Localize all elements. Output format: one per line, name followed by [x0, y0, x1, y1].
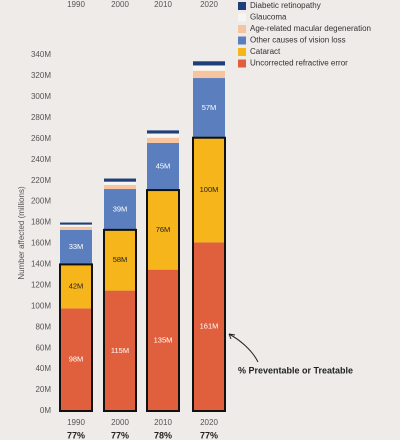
value-label: 45M [156, 161, 171, 170]
value-label: 161M [200, 322, 219, 331]
bar-segment [60, 222, 92, 225]
y-tick-label: 180M [31, 218, 51, 227]
legend-label: Other causes of vision loss [250, 36, 346, 45]
bar-segment [104, 178, 136, 182]
y-tick-label: 280M [31, 113, 51, 122]
preventable-label: 77% [200, 430, 218, 440]
legend-label: Glaucoma [250, 13, 287, 22]
y-tick-label: 240M [31, 155, 51, 164]
preventable-outline [192, 136, 226, 412]
y-tick-label: 340M [31, 50, 51, 59]
y-tick-label: 60M [35, 343, 51, 352]
bar-segment [193, 70, 225, 79]
preventable-outline [146, 189, 180, 412]
bar-segment [193, 78, 225, 138]
value-label: 57M [202, 103, 217, 112]
y-tick-label: 20M [35, 385, 51, 394]
legend-label: Uncorrected refractive error [250, 59, 348, 68]
legend-label: Diabetic retinopathy [250, 1, 321, 10]
arrow-head [228, 333, 236, 340]
legend-label: Age-related macular degeneration [250, 24, 371, 33]
legend-swatch [238, 13, 246, 22]
x-tick-label: 1990 [67, 0, 85, 9]
y-axis-label: Number affected (millions) [17, 186, 26, 280]
bar-segment [104, 290, 136, 411]
y-tick-label: 200M [31, 197, 51, 206]
bar-segment [60, 226, 92, 230]
legend-swatch [238, 2, 246, 10]
y-tick-label: 160M [31, 239, 51, 248]
bar-segment [147, 137, 179, 143]
preventable-label: 78% [154, 430, 172, 440]
bar-segment [193, 242, 225, 411]
value-label: 58M [113, 255, 128, 264]
x-tick-label: 2020 [200, 0, 218, 9]
bar-segment [147, 142, 179, 191]
x-tick-label: 2000 [111, 418, 129, 427]
value-label: 115M [111, 346, 129, 355]
bar-segment [104, 181, 136, 185]
bar-segment [193, 65, 225, 71]
annotation-arrow [228, 333, 259, 363]
value-label: 100M [200, 185, 219, 194]
y-tick-label: 320M [31, 71, 51, 80]
value-label: 33M [69, 242, 84, 251]
value-label: 76M [156, 225, 171, 234]
preventable-label: 77% [111, 430, 129, 440]
x-tick-label: 2020 [200, 418, 218, 427]
bar-segment [60, 308, 92, 411]
y-tick-label: 120M [31, 280, 51, 289]
bar-segment [147, 133, 179, 138]
value-label: 98M [69, 355, 84, 364]
bar-segment [104, 229, 136, 291]
legend-swatch [238, 59, 246, 68]
y-tick-label: 0M [40, 406, 51, 415]
bar-segment [60, 264, 92, 309]
y-tick-label: 220M [31, 176, 51, 185]
y-tick-label: 140M [31, 260, 51, 269]
bar-segment [147, 130, 179, 134]
bar-segment [193, 137, 225, 243]
preventable-label: 77% [67, 430, 85, 440]
bar-segment [104, 184, 136, 190]
bar-segment [147, 190, 179, 270]
value-label: 39M [113, 204, 128, 213]
y-tick-label: 300M [31, 92, 51, 101]
y-tick-label: 80M [35, 322, 51, 331]
y-tick-label: 260M [31, 134, 51, 143]
x-tick-label: 2000 [111, 0, 129, 9]
bar-segment [60, 229, 92, 265]
y-tick-label: 40M [35, 364, 51, 373]
bar-segment [60, 224, 92, 227]
legend-label: Cataract [250, 47, 281, 56]
value-label: 135M [154, 335, 173, 344]
bar-segment [193, 61, 225, 66]
preventable-outline [103, 228, 137, 412]
x-tick-label: 1990 [67, 418, 85, 427]
bar-segment [104, 189, 136, 230]
x-tick-label: 2010 [154, 0, 172, 9]
y-tick-label: 100M [31, 301, 51, 310]
legend-swatch [238, 25, 246, 33]
value-label: 42M [69, 281, 84, 290]
legend-swatch [238, 36, 246, 45]
legend-swatch [238, 48, 246, 56]
annotation: % Preventable or Treatable [238, 365, 353, 375]
x-tick-label: 2010 [154, 418, 172, 427]
bar-segment [147, 269, 179, 411]
preventable-outline [59, 263, 93, 413]
